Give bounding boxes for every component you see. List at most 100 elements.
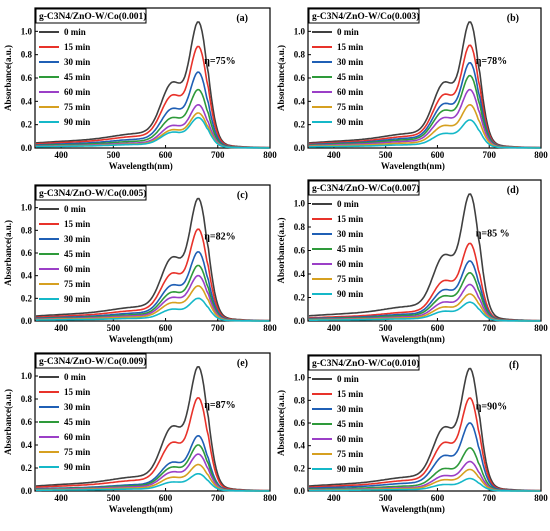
legend-entry: 75 min (337, 274, 363, 284)
x-tick-label: 500 (107, 323, 121, 333)
series-line-90-min (35, 116, 270, 149)
y-tick-label: 0.4 (294, 96, 306, 106)
x-tick-label: 600 (431, 150, 445, 160)
panel-letter: (f) (509, 360, 519, 371)
x-tick-label: 500 (379, 493, 393, 503)
x-axis-label: Wavelength(nm) (381, 161, 445, 171)
y-tick-label: 0.2 (294, 293, 306, 303)
series-line-90-min (36, 297, 270, 322)
legend-entry: 0 min (337, 199, 359, 209)
y-tick-label: 1.0 (21, 371, 33, 381)
legend-entry: 75 min (64, 102, 90, 112)
panel-letter: (c) (237, 190, 248, 201)
x-tick-label: 800 (534, 150, 548, 160)
x-tick-label: 700 (482, 150, 496, 160)
y-tick-label: 0.6 (294, 246, 306, 256)
y-tick-label: 0.8 (21, 394, 33, 404)
legend-entry: 15 min (337, 42, 363, 52)
title-box (35, 185, 147, 201)
x-tick-label: 400 (327, 150, 341, 160)
panel-letter: (e) (237, 358, 248, 369)
x-tick-label: 500 (379, 323, 393, 333)
y-tick-label: 0.0 (21, 316, 33, 326)
x-tick-label: 400 (54, 493, 68, 503)
y-tick-label: 0.6 (21, 73, 33, 83)
x-axis-label: Wavelength(nm) (109, 161, 173, 171)
legend-entry: 90 min (64, 462, 90, 472)
series-line-90-min (309, 301, 541, 322)
legend-entry: 30 min (64, 57, 90, 67)
panel-letter: (d) (507, 185, 519, 196)
y-tick-label: 0.4 (294, 441, 306, 451)
legend-entry: 90 min (337, 117, 363, 127)
legend-entry: 45 min (337, 244, 363, 254)
legend-entry: 60 min (64, 87, 90, 97)
y-axis-label: Absorbance(a.u.) (276, 217, 286, 283)
x-tick-label: 400 (327, 493, 341, 503)
x-tick-label: 600 (159, 493, 173, 503)
y-tick-label: 0.4 (21, 96, 33, 106)
title-box (308, 8, 420, 24)
legend-entry: 45 min (64, 72, 90, 82)
y-tick-label: 1.0 (21, 203, 33, 213)
y-tick-label: 0.2 (21, 463, 33, 473)
legend-entry: 60 min (337, 434, 363, 444)
y-axis-label: Absorbance(a.u.) (276, 390, 286, 456)
x-tick-label: 700 (482, 493, 496, 503)
chart-panel-2: 0.0 0.2 0.4 0.6 0.8 1.0 400 500 600 700 800 Wavelen… (276, 7, 548, 171)
x-tick-label: 800 (263, 493, 277, 503)
y-tick-label: 0.0 (21, 486, 33, 496)
legend-entry: 90 min (337, 464, 363, 474)
legend-entry: 90 min (64, 117, 90, 127)
y-tick-label: 0.0 (294, 143, 306, 153)
legend-entry: 75 min (337, 449, 363, 459)
legend-entry: 30 min (337, 229, 363, 239)
legend-entry: 45 min (337, 72, 363, 82)
x-axis-label: Wavelength(nm) (381, 504, 445, 514)
x-tick-label: 600 (159, 150, 173, 160)
y-axis-label: Absorbance(a.u.) (3, 389, 13, 455)
x-tick-label: 600 (159, 323, 173, 333)
efficiency-label: η=82% (204, 231, 235, 242)
title-box (35, 353, 147, 369)
y-axis-label: Absorbance(a.u.) (276, 45, 286, 111)
y-tick-label: 0.4 (21, 440, 33, 450)
series-line-90-min (309, 477, 541, 492)
legend-entry: 30 min (337, 57, 363, 67)
x-tick-label: 700 (211, 323, 225, 333)
legend-entry: 0 min (64, 27, 86, 37)
series-line-90-min (36, 473, 270, 492)
x-tick-label: 600 (431, 493, 445, 503)
series-line-0-min (308, 193, 541, 322)
y-tick-label: 0.2 (294, 463, 306, 473)
legend-entry: 15 min (64, 219, 90, 229)
legend-entry: 0 min (337, 27, 359, 37)
series-line-0-min (308, 21, 541, 149)
chart-panel-5: 0.0 0.2 0.4 0.6 0.8 1.0 400 500 600 700 800 Wavelen… (3, 352, 277, 514)
y-tick-label: 0.6 (21, 248, 33, 258)
legend-entry: 0 min (64, 204, 86, 214)
x-tick-label: 700 (211, 150, 225, 160)
legend-entry: 75 min (64, 279, 90, 289)
y-tick-label: 0.6 (294, 73, 306, 83)
efficiency-label: η=75% (204, 56, 235, 67)
x-tick-label: 500 (107, 150, 121, 160)
y-tick-label: 0.2 (21, 120, 33, 130)
x-tick-label: 500 (379, 150, 393, 160)
legend-entry: 45 min (337, 419, 363, 429)
x-tick-label: 700 (211, 493, 225, 503)
chart-panel-6: 0.0 0.2 0.4 0.6 0.8 1.0 400 500 600 700 800 Wavelen… (276, 354, 548, 514)
y-tick-label: 1.0 (294, 199, 306, 209)
y-tick-label: 0.2 (294, 120, 306, 130)
x-axis-label: Wavelength(nm) (109, 334, 173, 344)
y-axis-label: Absorbance(a.u.) (3, 220, 13, 286)
efficiency-label: η=85 % (476, 228, 510, 239)
x-tick-label: 400 (54, 150, 68, 160)
chart-title: g-C3N4/ZnO-W/Co(0.010) (312, 358, 419, 369)
title-box (308, 180, 420, 196)
legend-entry: 0 min (337, 374, 359, 384)
y-tick-label: 0.0 (21, 143, 33, 153)
legend-entry: 30 min (337, 404, 363, 414)
x-tick-label: 400 (54, 323, 68, 333)
